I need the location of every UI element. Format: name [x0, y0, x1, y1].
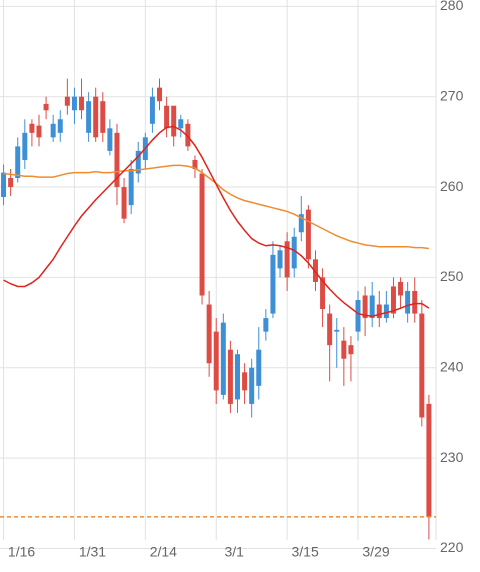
- candle-body: [8, 178, 14, 188]
- candle-body: [405, 290, 411, 314]
- candle-body: [43, 103, 49, 111]
- candle-body: [71, 96, 77, 111]
- candle-body: [36, 125, 42, 138]
- candle-body: [263, 318, 269, 332]
- x-tick-label: 3/15: [291, 544, 318, 560]
- y-tick-label: 220: [440, 539, 464, 555]
- candle-body: [341, 340, 347, 359]
- candle-body: [15, 146, 21, 179]
- candle-body: [249, 367, 255, 404]
- candle-body: [164, 105, 170, 129]
- candle-body: [277, 250, 283, 269]
- y-tick-label: 240: [440, 358, 464, 374]
- candle-body: [348, 345, 354, 355]
- candle-body: [149, 96, 155, 124]
- candle-body: [355, 300, 361, 332]
- candle-body: [135, 150, 141, 174]
- candle-body: [327, 313, 333, 346]
- x-tick-label: 3/29: [362, 544, 389, 560]
- candle-body: [256, 349, 262, 386]
- candle-body: [185, 123, 191, 147]
- candle-body: [79, 96, 85, 111]
- candle-body: [227, 349, 233, 404]
- candle-body: [270, 254, 276, 314]
- candle-body: [376, 304, 382, 319]
- candle-body: [114, 132, 120, 188]
- candle-body: [213, 331, 219, 391]
- candle-body: [86, 101, 92, 133]
- candle-body: [121, 187, 127, 219]
- candle-body: [206, 304, 212, 364]
- candle-body: [383, 304, 389, 319]
- candle-body: [298, 214, 304, 233]
- y-tick-label: 230: [440, 449, 464, 465]
- candle-body: [64, 96, 70, 106]
- candle-body: [157, 87, 163, 102]
- candle-body: [128, 168, 134, 206]
- candle-body: [334, 329, 340, 332]
- candle-body: [93, 96, 99, 138]
- candle-body: [22, 132, 28, 160]
- y-tick-label: 250: [440, 268, 464, 284]
- moving-average-line: [3, 125, 430, 318]
- candle-body: [426, 403, 432, 517]
- candle-body: [107, 128, 113, 151]
- candle-body: [57, 119, 63, 133]
- candle-body: [242, 372, 248, 391]
- candle-body: [50, 123, 56, 138]
- y-tick-label: 260: [440, 178, 464, 194]
- candle-body: [199, 173, 205, 296]
- candle-body: [29, 123, 35, 133]
- x-tick-label: 1/16: [8, 544, 35, 560]
- candle-body: [312, 259, 318, 282]
- y-tick-label: 270: [440, 87, 464, 103]
- candle-body: [369, 295, 375, 319]
- x-tick-label: 3/1: [224, 544, 244, 560]
- x-tick-label: 2/14: [150, 544, 177, 560]
- candle-body: [1, 172, 7, 197]
- candle-body: [398, 281, 404, 296]
- candle-body: [291, 236, 297, 269]
- candle-body: [220, 322, 226, 395]
- candle-body: [390, 286, 396, 314]
- candle-body: [171, 105, 177, 137]
- candle-body: [412, 290, 418, 314]
- candle-body: [284, 241, 290, 278]
- candle-body: [362, 295, 368, 319]
- candle-body: [234, 354, 240, 400]
- candle-body: [419, 313, 425, 418]
- y-tick-label: 280: [440, 0, 464, 13]
- candle-body: [320, 277, 326, 310]
- x-tick-label: 1/31: [79, 544, 106, 560]
- candle-body: [192, 159, 198, 169]
- candle-body: [305, 209, 311, 260]
- candle-body: [178, 119, 184, 129]
- candle-body: [100, 101, 106, 133]
